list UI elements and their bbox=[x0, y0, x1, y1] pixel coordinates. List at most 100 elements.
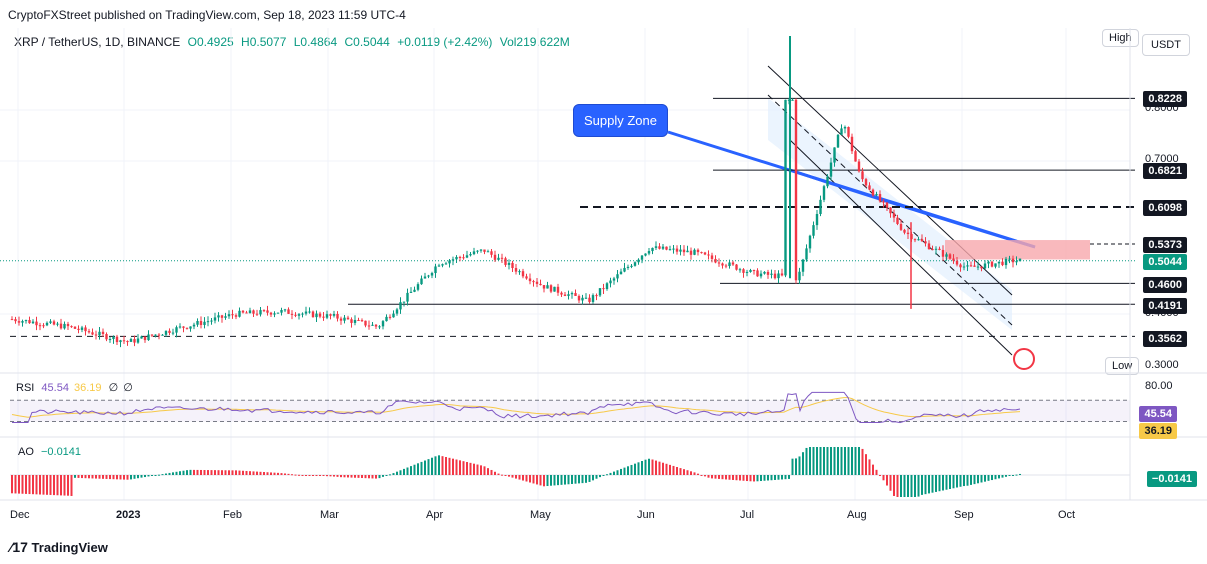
ao-bar bbox=[749, 475, 752, 482]
us-flag-icon[interactable] bbox=[1013, 348, 1035, 370]
ao-bar bbox=[186, 470, 188, 475]
candle-body bbox=[255, 313, 259, 315]
ao-bar bbox=[347, 475, 349, 478]
ao-bar bbox=[189, 469, 192, 475]
candle-body bbox=[126, 341, 129, 343]
candle-body bbox=[931, 249, 934, 251]
ao-bar bbox=[154, 475, 157, 476]
candle-body bbox=[609, 280, 612, 284]
ao-bar bbox=[326, 475, 328, 477]
x-tick-apr: Apr bbox=[426, 509, 444, 521]
candle-body bbox=[941, 249, 945, 257]
supply-zone-label: Supply Zone bbox=[573, 104, 668, 137]
ao-bar bbox=[634, 463, 636, 475]
ao-bar bbox=[532, 475, 535, 484]
ao-bar bbox=[585, 475, 587, 483]
ao-bar bbox=[179, 471, 181, 475]
ao-bar bbox=[665, 463, 668, 475]
candle-body bbox=[430, 273, 434, 276]
candle-body bbox=[532, 281, 535, 283]
ao-bar bbox=[175, 471, 178, 475]
ao-bar bbox=[497, 473, 500, 475]
candle-body bbox=[409, 291, 413, 293]
candle-body bbox=[815, 214, 819, 226]
ao-bar bbox=[588, 475, 591, 482]
candle-body bbox=[626, 266, 630, 268]
x-tick-sep: Sep bbox=[954, 509, 974, 521]
currency-button[interactable]: USDT bbox=[1142, 34, 1190, 56]
ao-bar bbox=[224, 470, 227, 475]
candle-body bbox=[707, 254, 710, 256]
candle-body bbox=[280, 310, 283, 313]
ao-bar bbox=[963, 475, 965, 487]
candle-body bbox=[731, 262, 735, 265]
ao-bar bbox=[767, 475, 769, 481]
ao-bar bbox=[109, 475, 111, 480]
ao-bar bbox=[581, 475, 584, 484]
candle-body bbox=[616, 274, 619, 279]
candle-body bbox=[490, 251, 493, 255]
ao-bar bbox=[56, 475, 59, 496]
ao-bar bbox=[357, 475, 360, 478]
ao-bar bbox=[753, 475, 755, 482]
ao-bar bbox=[235, 470, 237, 475]
ao-bar bbox=[791, 458, 794, 475]
candle-body bbox=[630, 265, 633, 267]
candle-body bbox=[161, 334, 164, 336]
symbol-name[interactable]: XRP / TetherUS, 1D, BINANCE bbox=[14, 35, 181, 49]
ao-bar bbox=[280, 473, 283, 475]
candle-body bbox=[322, 316, 325, 318]
candle-body bbox=[150, 334, 154, 336]
candle-body bbox=[896, 217, 899, 224]
rsi-legend: RSI 45.54 36.19 ∅ ∅ bbox=[16, 381, 133, 394]
ao-bar bbox=[868, 459, 871, 475]
candle-body bbox=[840, 128, 843, 135]
ao-bar bbox=[609, 472, 612, 475]
high-button[interactable]: High bbox=[1102, 29, 1139, 47]
candle-body bbox=[591, 295, 595, 302]
ao-bar bbox=[599, 475, 601, 478]
ao-bar bbox=[151, 475, 153, 476]
ao-bar bbox=[679, 468, 682, 475]
ao-bar bbox=[319, 475, 321, 476]
candle-body bbox=[661, 246, 665, 249]
x-tick-may: May bbox=[530, 509, 551, 521]
ao-bar bbox=[522, 475, 524, 481]
candle-body bbox=[213, 317, 217, 321]
low-button[interactable]: Low bbox=[1105, 357, 1140, 375]
ao-bar bbox=[35, 475, 38, 495]
ao-bar bbox=[886, 475, 888, 486]
ao-bar bbox=[812, 447, 815, 475]
candle-body bbox=[357, 319, 360, 321]
ao-bar bbox=[322, 475, 325, 476]
candle-body bbox=[45, 322, 49, 326]
ao-bar bbox=[438, 455, 440, 475]
candle-body bbox=[644, 253, 647, 256]
candle-body bbox=[59, 323, 63, 329]
candle-body bbox=[220, 315, 224, 318]
ao-bar bbox=[74, 475, 76, 478]
candle-body bbox=[259, 310, 262, 315]
ao-bar bbox=[137, 475, 139, 479]
ao-bar bbox=[658, 461, 661, 475]
candle-body bbox=[294, 314, 297, 316]
ao-bar bbox=[399, 470, 402, 475]
candle-body bbox=[791, 99, 794, 101]
rsi-ma-tag: 36.19 bbox=[1139, 423, 1177, 439]
ao-bar bbox=[564, 475, 566, 485]
ao-bar bbox=[67, 475, 69, 496]
channel-mid bbox=[767, 94, 1013, 326]
ao-bar bbox=[693, 472, 696, 475]
candle-body bbox=[217, 315, 220, 318]
tag-0.6098: 0.6098 bbox=[1143, 200, 1187, 216]
ao-bar bbox=[291, 474, 293, 476]
candle-body bbox=[913, 239, 917, 241]
candle-body bbox=[703, 252, 707, 255]
ao-bar bbox=[623, 467, 626, 475]
candle-body bbox=[70, 326, 73, 328]
ao-bar bbox=[571, 475, 573, 484]
ao-bar bbox=[378, 475, 381, 479]
candle-body bbox=[689, 250, 693, 255]
candle-body bbox=[924, 241, 927, 244]
